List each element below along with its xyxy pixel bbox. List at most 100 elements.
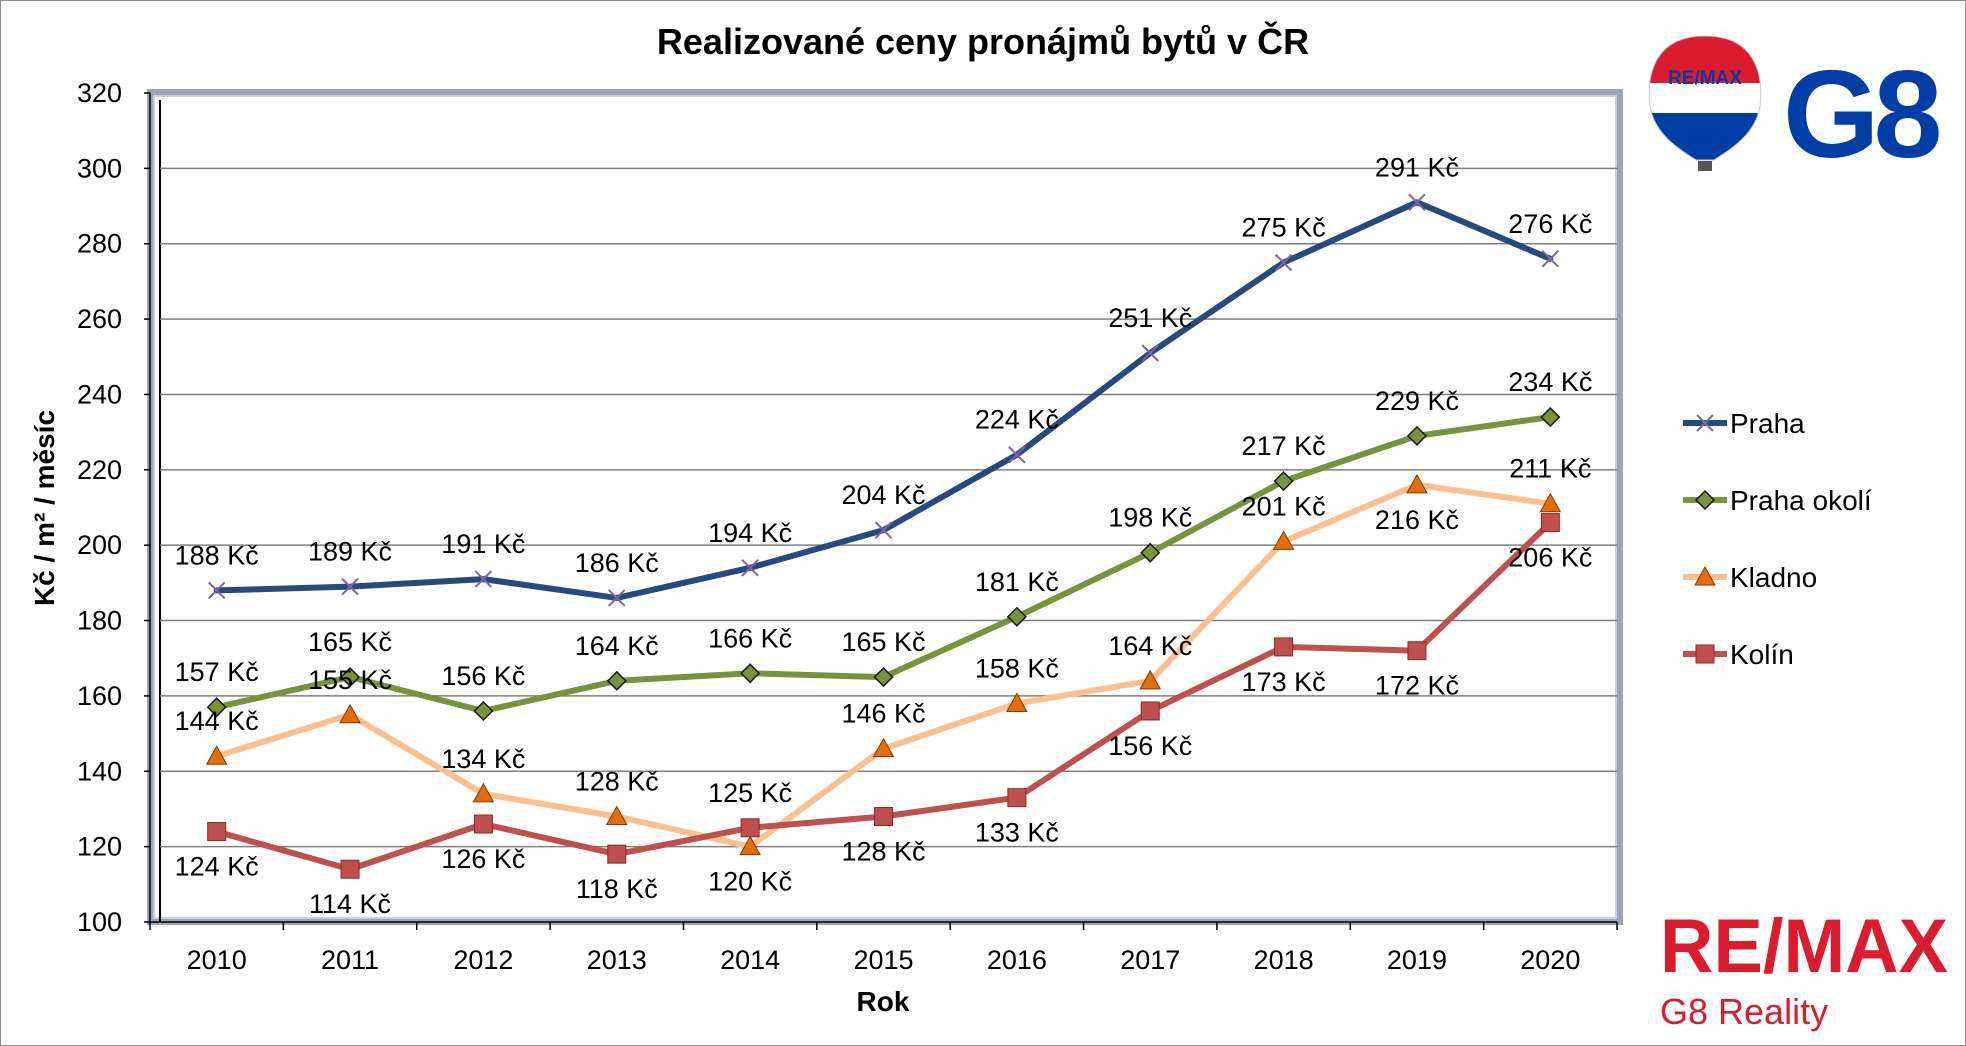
g8-reality-text: G8 Reality [1660,991,1828,1032]
data-label-kladno-2013: 128 Kč [575,766,659,796]
plot-area-inner-border [153,95,1617,919]
marker-kol-n-2018 [1274,637,1294,657]
y-tick-label-300: 300 [77,153,122,183]
marker-praha-okol--2020 [1540,407,1561,428]
data-label-praha-2014: 194 Kč [708,518,792,548]
data-label-praha-2010: 188 Kč [175,540,259,570]
data-label-praha-okol--2019: 229 Kč [1375,386,1459,416]
marker-kol-n-2014 [740,818,760,838]
data-label-kladno-2014: 120 Kč [708,867,792,897]
data-label-praha-okol--2011: 165 Kč [308,627,392,657]
data-label-kladno-2010: 144 Kč [175,706,259,736]
marker-kol-n-2012 [473,814,493,834]
legend-item-praha: Praha [1683,408,1805,439]
marker-kol-n-2020 [1540,513,1560,533]
legend-label-kladno: Kladno [1730,562,1817,593]
remax-balloon-logo: RE/MAX [1648,35,1762,171]
x-tick-label-2020: 2020 [1520,945,1580,975]
balloon-text: RE/MAX [1668,68,1742,89]
marker-praha-2019 [1408,193,1426,211]
data-label-kol-n-2020: 206 Kč [1508,543,1592,573]
marker-kladno-2016 [1006,692,1028,712]
marker-kol-n-2010 [207,822,227,842]
marker-kladno-2013 [605,805,628,825]
x-tick-label-2017: 2017 [1120,945,1180,975]
x-tick-label-2012: 2012 [453,945,513,975]
y-tick-label-260: 260 [77,304,122,334]
data-label-kladno-2018: 201 Kč [1242,491,1326,521]
data-label-praha-okol--2014: 166 Kč [708,623,792,653]
data-label-kol-n-2013: 118 Kč [576,874,658,904]
series-markers [205,193,1562,879]
marker-kol-n-2017 [1140,701,1160,721]
data-label-kladno-2016: 158 Kč [975,653,1059,683]
marker-praha-2012 [474,570,493,588]
gridlines [160,167,1617,848]
data-label-praha-okol--2013: 164 Kč [575,631,659,661]
plot-area-border [147,89,1623,925]
remax-wordmark: RE/MAX [1660,904,1948,989]
marker-kol-n-2016 [1007,788,1027,808]
marker-kladno-2011 [339,703,361,724]
legend-label-kol-n: Kolín [1730,639,1794,670]
x-tick-label-2011: 2011 [321,945,379,975]
data-label-kladno-2011: 155 Kč [308,665,392,695]
data-label-praha-2020: 276 Kč [1508,209,1592,239]
marker-praha-okol--2015 [873,667,894,688]
data-label-praha-2016: 224 Kč [975,405,1059,435]
y-tick-label-120: 120 [77,832,122,862]
marker-kladno-2015 [872,737,895,758]
x-tick-label-2013: 2013 [587,945,647,975]
data-label-praha-okol--2015: 165 Kč [841,627,925,657]
y-axis: 100 120 140 160 180 200 220 240 260 280 300 320 [77,78,151,937]
marker-praha-2020 [1541,250,1560,268]
x-tick-label-2018: 2018 [1254,945,1314,975]
data-label-praha-2012: 191 Kč [441,529,525,559]
marker-praha-okol--2017 [1140,542,1161,563]
marker-praha-okol--2011 [339,667,361,688]
data-label-praha-2013: 186 Kč [575,548,659,578]
data-label-kladno-2019: 216 Kč [1375,505,1459,535]
marker-kol-n-2015 [874,806,893,826]
legend-label-praha-okol-: Praha okolí [1730,485,1872,516]
data-label-praha-okol--2012: 156 Kč [441,661,525,691]
data-label-kol-n-2014: 125 Kč [708,778,792,808]
marker-praha-2018 [1274,253,1293,272]
y-tick-label-160: 160 [77,681,122,711]
data-label-kol-n-2015: 128 Kč [841,836,925,866]
marker-praha-okol--2014 [740,663,761,684]
data-label-kol-n-2019: 172 Kč [1375,671,1459,701]
data-label-praha-2015: 204 Kč [841,480,925,510]
y-tick-label-240: 240 [77,379,122,409]
marker-kladno-2020 [1539,492,1562,513]
data-label-kladno-2017: 164 Kč [1108,631,1192,661]
legend-item-kol-n: Kolín [1683,639,1794,670]
marker-kladno-2010 [205,745,228,765]
y-tick-label-220: 220 [77,455,122,485]
legend: Praha Praha okolí Kladno Kolín [1683,408,1872,670]
marker-praha-2015 [874,521,893,539]
data-labels: 188 Kč 189 Kč 191 Kč 186 Kč 194 Kč 204 Kč 224 … [175,152,1593,919]
data-label-kol-n-2010: 124 Kč [175,852,259,882]
legend-item-praha-okol-: Praha okolí [1683,485,1872,516]
marker-kladno-2019 [1406,473,1428,494]
data-label-kladno-2012: 134 Kč [441,744,525,774]
marker-kladno-2018 [1272,530,1295,550]
data-label-kol-n-2016: 133 Kč [975,818,1059,848]
data-label-praha-okol--2017: 198 Kč [1108,503,1192,533]
x-axis: 2010 2011 2012 2013 2014 2015 2016 2017 2018 2019… [149,921,1618,975]
marker-kladno-2017 [1139,669,1162,690]
data-label-praha-2018: 275 Kč [1242,213,1326,243]
marker-praha-2013 [608,589,626,607]
data-label-praha-2019: 291 Kč [1375,152,1459,182]
legend-item-kladno: Kladno [1683,562,1817,593]
data-label-kol-n-2011: 114 Kč [309,889,391,919]
y-tick-label-320: 320 [77,78,122,108]
data-label-kol-n-2012: 126 Kč [441,844,525,874]
data-label-praha-okol--2010: 157 Kč [175,657,259,687]
y-tick-label-280: 280 [77,229,122,259]
y-tick-label-140: 140 [77,756,122,786]
x-tick-label-2019: 2019 [1387,945,1447,975]
data-label-praha-2017: 251 Kč [1108,303,1192,333]
legend-label-praha: Praha [1730,408,1805,439]
